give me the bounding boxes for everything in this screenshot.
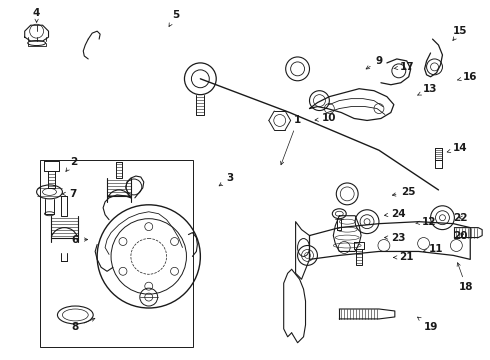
Text: 9: 9 [366,56,383,69]
Text: 25: 25 [392,187,416,197]
Text: 19: 19 [417,317,438,332]
Text: 11: 11 [423,244,444,255]
Text: 10: 10 [315,113,337,123]
Text: 23: 23 [385,233,406,243]
Text: 1: 1 [281,116,301,165]
Text: 2: 2 [66,157,77,171]
Text: 24: 24 [385,209,406,219]
Text: 12: 12 [416,217,436,227]
Text: 16: 16 [458,72,477,82]
Text: 6: 6 [72,234,88,244]
Text: 22: 22 [453,213,467,223]
Text: 5: 5 [169,10,179,27]
Text: 4: 4 [33,8,40,22]
Text: 3: 3 [219,173,234,186]
Text: 13: 13 [418,84,438,95]
Text: 7: 7 [62,189,77,199]
Text: 14: 14 [447,143,467,153]
Text: 18: 18 [457,263,473,292]
Text: 21: 21 [393,252,414,262]
Bar [40,160,194,347]
Text: 8: 8 [72,318,95,332]
Text: 20: 20 [453,230,467,240]
Text: 17: 17 [394,62,414,72]
Text: 15: 15 [453,26,467,40]
